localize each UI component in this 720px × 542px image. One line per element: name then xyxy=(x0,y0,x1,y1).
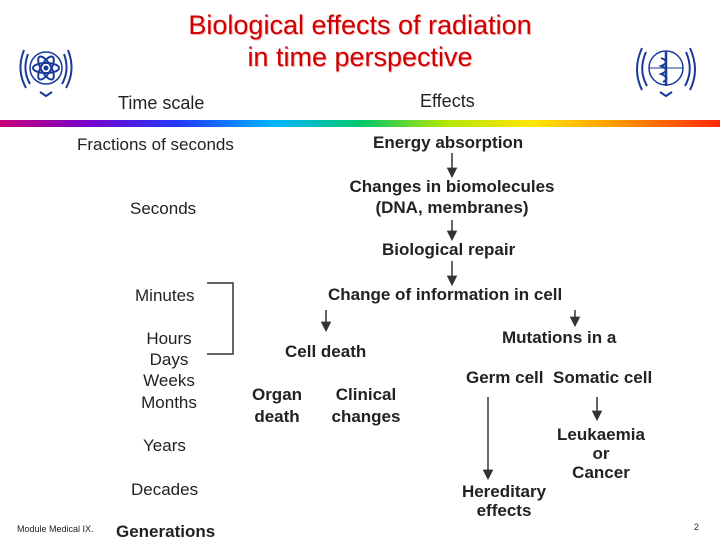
effect-energy-absorption: Energy absorption xyxy=(373,133,524,152)
time-weeks: Weeks xyxy=(143,371,195,390)
effect-mutations: Mutations in a xyxy=(502,328,617,347)
effect-somatic-cell: Somatic cell xyxy=(553,368,653,387)
time-decades: Decades xyxy=(131,480,199,499)
time-months: Months xyxy=(141,393,197,412)
title-line-1: Biological effects of radiation xyxy=(188,10,532,40)
effect-biological-repair: Biological repair xyxy=(382,240,516,259)
time-years: Years xyxy=(143,436,186,455)
who-emblem-icon xyxy=(636,47,696,98)
header-effects: Effects xyxy=(420,91,475,111)
footer-module: Module Medical IX. xyxy=(17,524,94,534)
bracket-minutes-to-months xyxy=(207,282,234,355)
atom-emblem-icon xyxy=(19,49,73,98)
time-generations: Generations xyxy=(116,522,216,541)
effect-or: or xyxy=(592,444,610,463)
effect-changes-line-1: Changes in biomolecules xyxy=(349,177,555,196)
footer-page-number: 2 xyxy=(694,522,700,532)
effect-organ-line-1: Organ xyxy=(251,385,303,404)
title-line-2: in time perspective xyxy=(247,42,473,72)
effect-changes-line-2: (DNA, membranes) xyxy=(375,198,529,217)
effect-cancer: Cancer xyxy=(572,463,630,482)
time-seconds: Seconds xyxy=(130,199,197,218)
rainbow-divider xyxy=(0,120,720,127)
time-minutes: Minutes xyxy=(135,286,195,305)
time-hours: Hours xyxy=(146,329,192,348)
effect-organ-line-2: death xyxy=(254,407,300,426)
effect-germ-cell: Germ cell xyxy=(466,368,544,387)
effect-leukaemia: Leukaemia xyxy=(557,425,645,444)
effect-hereditary-line-2: effects xyxy=(476,501,532,520)
effect-clinical-line-1: Clinical xyxy=(335,385,397,404)
time-fractions-of-seconds: Fractions of seconds xyxy=(77,135,234,154)
effect-hereditary-line-1: Hereditary xyxy=(461,482,547,501)
effect-clinical-line-2: changes xyxy=(331,407,401,426)
time-days: Days xyxy=(149,350,189,369)
effect-cell-death: Cell death xyxy=(285,342,367,361)
header-time-scale: Time scale xyxy=(118,93,205,113)
effect-change-of-information: Change of information in cell xyxy=(328,285,563,304)
